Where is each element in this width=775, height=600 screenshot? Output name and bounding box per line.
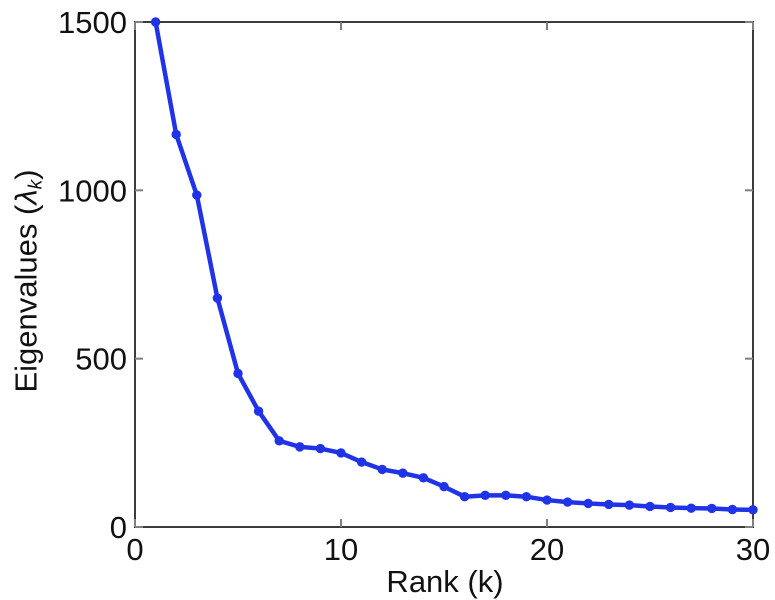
data-point-marker	[604, 499, 614, 510]
lambda-subscript: k	[25, 179, 47, 190]
data-point-marker	[645, 501, 655, 512]
lambda-symbol: λ	[8, 189, 44, 205]
data-point-marker	[233, 368, 243, 379]
data-point-marker	[665, 502, 676, 513]
data-point-marker	[748, 505, 758, 515]
data-point-marker	[480, 490, 490, 501]
x-axis-title: Rank (k)	[386, 564, 504, 599]
data-point-marker	[727, 504, 738, 515]
data-point-marker	[686, 503, 696, 513]
data-point-marker	[315, 443, 326, 454]
data-point-marker	[583, 498, 593, 509]
y-axis-title-text: Eigenvalues (	[8, 204, 44, 393]
data-point-marker	[274, 436, 284, 446]
data-point-marker	[439, 481, 449, 492]
y-tick-label: 0	[110, 510, 127, 545]
data-point-marker	[192, 190, 202, 200]
data-point-marker	[398, 468, 408, 478]
eigenvalue-series-line	[153, 19, 756, 513]
data-point-marker	[521, 492, 532, 502]
x-tick-label: 30	[736, 532, 770, 567]
x-tick-label: 20	[530, 532, 564, 567]
data-point-marker	[212, 293, 223, 303]
data-point-marker	[336, 448, 346, 458]
x-tick-label: 0	[126, 532, 143, 567]
y-axis-title: Eigenvalues (λk)	[8, 169, 47, 393]
data-point-marker	[253, 406, 264, 416]
x-tick-label: 10	[324, 532, 358, 567]
data-point-marker	[624, 500, 635, 510]
data-point-marker	[377, 464, 387, 475]
y-tick-label: 1500	[58, 5, 127, 40]
data-point-marker	[171, 129, 181, 140]
data-point-marker	[356, 457, 367, 467]
data-point-marker	[542, 495, 552, 505]
plot-box	[134, 21, 754, 528]
data-point-marker	[501, 490, 511, 501]
data-point-marker	[295, 442, 305, 452]
data-point-marker	[418, 473, 429, 483]
data-point-marker	[459, 492, 470, 502]
y-tick-label: 1000	[58, 173, 127, 208]
data-point-marker	[707, 503, 717, 514]
data-point-marker	[150, 17, 161, 27]
y-tick-label: 500	[75, 342, 127, 377]
data-point-marker	[562, 497, 573, 507]
